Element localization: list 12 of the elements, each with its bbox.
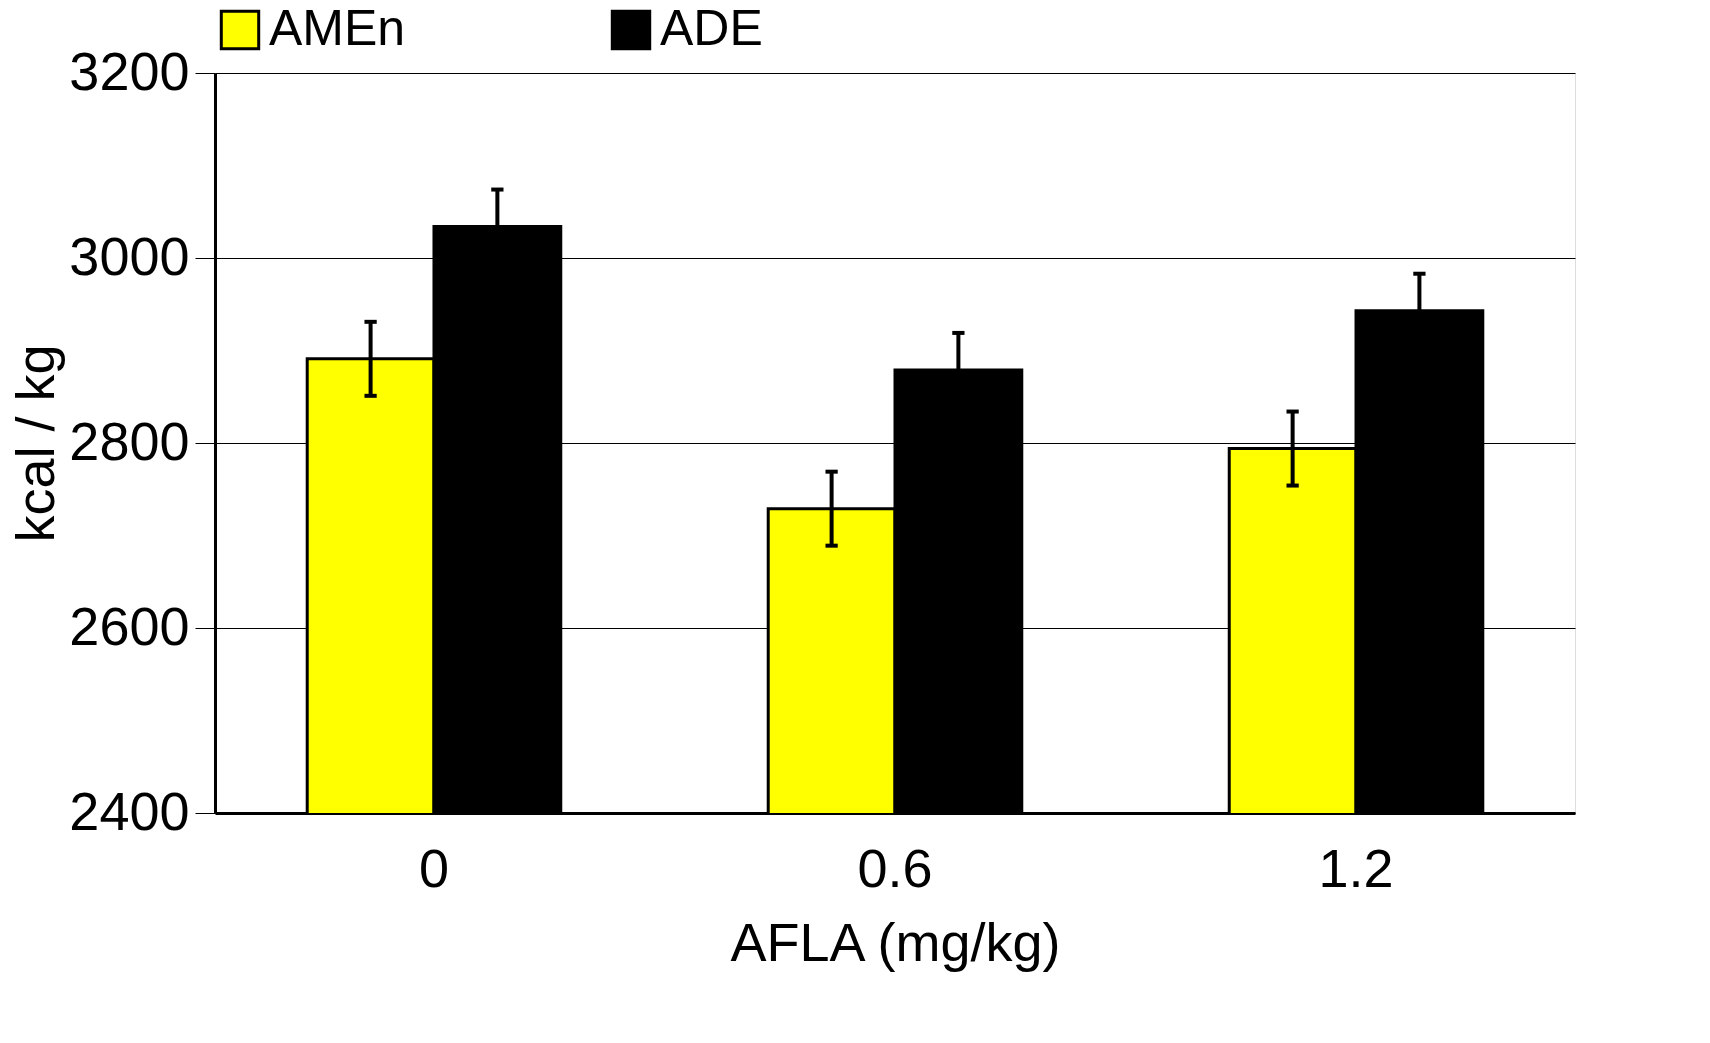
legend-label: ADE [660,0,763,56]
y-tick-label: 2400 [69,780,190,841]
y-tick-label: 3000 [69,225,190,286]
y-axis-title: kcal / kg [5,344,66,543]
x-axis-title: AFLA (mg/kg) [730,911,1061,972]
x-tick-label: 0 [418,837,450,898]
x-tick-label: 0.6 [857,837,933,898]
x-tick-label: 1.2 [1318,837,1394,898]
y-tick-label: 2600 [69,595,190,656]
y-tick-label: 3200 [69,40,190,101]
y-tick-label: 2800 [69,410,190,471]
legend-label: AMEn [269,0,406,56]
